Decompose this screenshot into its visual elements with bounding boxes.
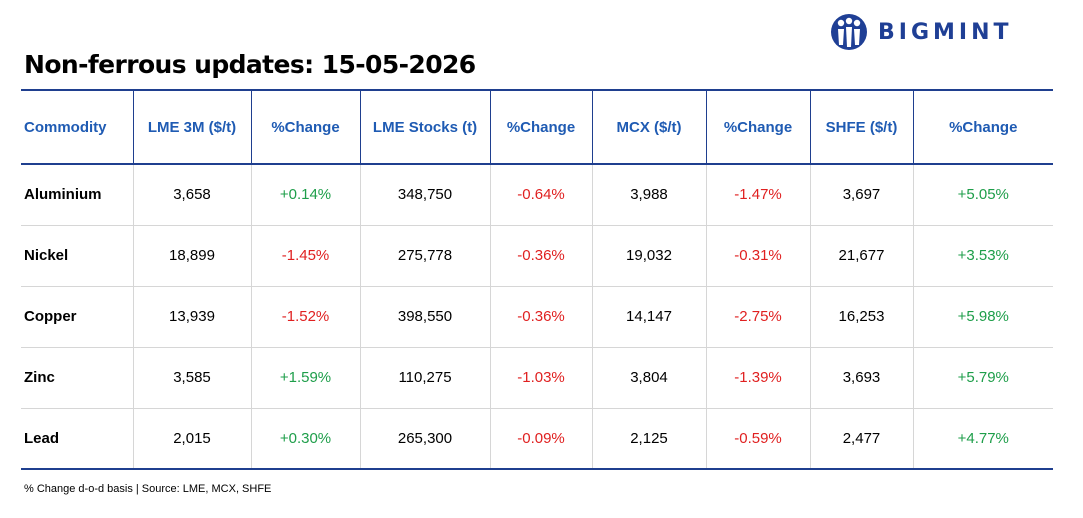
bigmint-logo: BIGMINT: [830, 12, 1013, 52]
mcx-price: 19,032: [591, 225, 706, 287]
header-lme-3m: LME 3M ($/t): [132, 89, 251, 165]
mcx-change: -0.59%: [705, 408, 810, 470]
mcx-price: 3,988: [591, 164, 706, 226]
table-row: Lead 2,015 +0.30% 265,300 -0.09% 2,125 -…: [21, 408, 1053, 470]
header-mcx-change: %Change: [705, 89, 810, 165]
lme-stocks-change: -1.03%: [489, 347, 592, 409]
lme-3m-price: 18,899: [132, 225, 251, 287]
mcx-change: -0.31%: [705, 225, 810, 287]
lme-stocks: 110,275: [359, 347, 490, 409]
lme-3m-change: -1.52%: [250, 286, 360, 348]
lme-stocks-change: -0.36%: [489, 286, 592, 348]
lme-3m-change: +0.14%: [250, 164, 360, 226]
lme-stocks: 275,778: [359, 225, 490, 287]
shfe-price: 3,697: [809, 164, 913, 226]
shfe-change: +5.79%: [912, 347, 1053, 409]
shfe-change: +4.77%: [912, 408, 1053, 470]
lme-3m-price: 13,939: [132, 286, 251, 348]
commodity-name: Copper: [21, 286, 133, 348]
table-row: Aluminium 3,658 +0.14% 348,750 -0.64% 3,…: [21, 164, 1053, 226]
shfe-price: 2,477: [809, 408, 913, 470]
page-title: Non-ferrous updates: 15-05-2026: [24, 50, 476, 79]
shfe-change: +3.53%: [912, 225, 1053, 287]
mcx-price: 14,147: [591, 286, 706, 348]
commodity-name: Nickel: [21, 225, 133, 287]
lme-3m-change: +1.59%: [250, 347, 360, 409]
header-shfe: SHFE ($/t): [809, 89, 913, 165]
commodity-name: Aluminium: [21, 164, 133, 226]
commodity-name: Lead: [21, 408, 133, 470]
mcx-change: -1.47%: [705, 164, 810, 226]
table-row: Nickel 18,899 -1.45% 275,778 -0.36% 19,0…: [21, 225, 1053, 287]
bigmint-logo-icon: [831, 14, 867, 50]
lme-stocks: 348,750: [359, 164, 490, 226]
shfe-change: +5.05%: [912, 164, 1053, 226]
shfe-price: 3,693: [809, 347, 913, 409]
lme-3m-price: 3,658: [132, 164, 251, 226]
brand-name: BIGMINT: [878, 19, 1013, 45]
lme-stocks-change: -0.64%: [489, 164, 592, 226]
lme-stocks: 398,550: [359, 286, 490, 348]
lme-3m-price: 2,015: [132, 408, 251, 470]
commodity-table: Commodity LME 3M ($/t) %Change LME Stock…: [21, 89, 1053, 470]
lme-3m-change: -1.45%: [250, 225, 360, 287]
mcx-change: -1.39%: [705, 347, 810, 409]
mcx-price: 3,804: [591, 347, 706, 409]
shfe-change: +5.98%: [912, 286, 1053, 348]
lme-stocks-change: -0.09%: [489, 408, 592, 470]
header-lme-3m-change: %Change: [250, 89, 360, 165]
lme-stocks: 265,300: [359, 408, 490, 470]
commodity-name: Zinc: [21, 347, 133, 409]
header-lme-stocks: LME Stocks (t): [359, 89, 490, 165]
shfe-price: 21,677: [809, 225, 913, 287]
header-commodity: Commodity: [21, 89, 133, 165]
lme-3m-change: +0.30%: [250, 408, 360, 470]
header-mcx: MCX ($/t): [591, 89, 706, 165]
lme-3m-price: 3,585: [132, 347, 251, 409]
table-header-row: Commodity LME 3M ($/t) %Change LME Stock…: [21, 89, 1053, 165]
mcx-price: 2,125: [591, 408, 706, 470]
table-row: Zinc 3,585 +1.59% 110,275 -1.03% 3,804 -…: [21, 347, 1053, 409]
mcx-change: -2.75%: [705, 286, 810, 348]
header-lme-stocks-change: %Change: [489, 89, 592, 165]
lme-stocks-change: -0.36%: [489, 225, 592, 287]
header-shfe-change: %Change: [912, 89, 1053, 165]
shfe-price: 16,253: [809, 286, 913, 348]
source-footnote: % Change d-o-d basis | Source: LME, MCX,…: [24, 483, 272, 495]
table-row: Copper 13,939 -1.52% 398,550 -0.36% 14,1…: [21, 286, 1053, 348]
